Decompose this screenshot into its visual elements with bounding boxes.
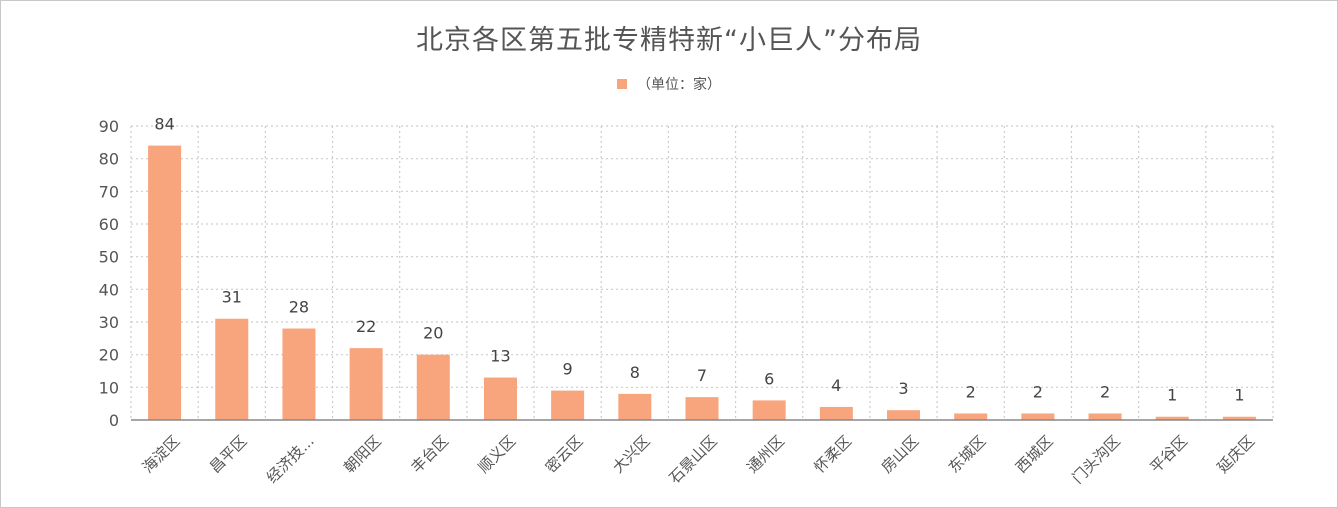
- data-label: 2: [1033, 382, 1043, 401]
- x-tick-label: 经济技...: [263, 432, 318, 487]
- bar: [148, 145, 182, 420]
- x-tick-label: 平谷区: [1146, 432, 1191, 477]
- bar: [1088, 413, 1122, 420]
- y-tick-label: 0: [109, 411, 119, 430]
- y-tick-label: 80: [99, 150, 119, 169]
- bar: [1021, 413, 1055, 420]
- data-label: 20: [423, 324, 443, 343]
- bar: [282, 328, 316, 420]
- y-tick-label: 90: [99, 117, 119, 136]
- chart-title: 北京各区第五批专精特新“小巨人”分布局: [416, 25, 922, 56]
- data-label: 7: [697, 366, 707, 385]
- x-tick-label: 海淀区: [139, 432, 184, 477]
- bar: [416, 354, 450, 420]
- data-label: 1: [1234, 386, 1244, 405]
- bar: [954, 413, 988, 420]
- data-label: 31: [222, 288, 242, 307]
- x-tick-label: 门头沟区: [1069, 432, 1124, 487]
- data-label: 1: [1167, 386, 1177, 405]
- data-label: 84: [154, 115, 174, 134]
- y-tick-label: 30: [99, 313, 119, 332]
- x-tick-label: 房山区: [878, 432, 923, 477]
- data-label: 9: [563, 360, 573, 379]
- bar: [215, 318, 249, 420]
- bar: [685, 397, 719, 420]
- data-label: 4: [831, 376, 841, 395]
- x-tick-label: 密云区: [542, 432, 587, 477]
- y-tick-label: 70: [99, 182, 119, 201]
- y-tick-label: 50: [99, 248, 119, 267]
- legend-label: （单位：家）: [637, 77, 721, 93]
- data-label: 2: [966, 382, 976, 401]
- x-tick-label: 朝阳区: [340, 432, 385, 477]
- bar: [551, 390, 585, 420]
- y-tick-label: 60: [99, 215, 119, 234]
- data-label: 22: [356, 317, 376, 336]
- x-tick-label: 丰台区: [407, 432, 452, 477]
- legend[interactable]: （单位：家）: [0, 74, 1338, 94]
- bar: [819, 406, 853, 420]
- x-tick-label: 大兴区: [609, 432, 654, 477]
- x-tick-label: 顺义区: [475, 432, 520, 477]
- data-label: 28: [289, 298, 309, 317]
- bar: [618, 393, 652, 420]
- legend-swatch: [617, 79, 627, 89]
- data-label: 6: [764, 369, 774, 388]
- data-label: 8: [630, 363, 640, 382]
- x-tick-label: 东城区: [945, 432, 990, 477]
- bar: [349, 348, 383, 420]
- y-tick-label: 20: [99, 346, 119, 365]
- bar: [1222, 416, 1256, 420]
- y-tick-label: 40: [99, 280, 119, 299]
- x-tick-label: 昌平区: [206, 432, 251, 477]
- y-tick-label: 10: [99, 378, 119, 397]
- bar: [1155, 416, 1189, 420]
- data-label: 2: [1100, 382, 1110, 401]
- x-tick-label: 石景山区: [666, 432, 721, 487]
- data-label: 3: [898, 379, 908, 398]
- x-tick-label: 延庆区: [1214, 432, 1259, 477]
- data-label: 13: [490, 347, 510, 366]
- x-tick-label: 怀柔区: [811, 432, 856, 477]
- x-tick-label: 西城区: [1012, 432, 1057, 477]
- x-tick-label: 通州区: [743, 432, 788, 477]
- bar: [483, 377, 517, 420]
- bar: [887, 410, 921, 420]
- bar: [752, 400, 786, 420]
